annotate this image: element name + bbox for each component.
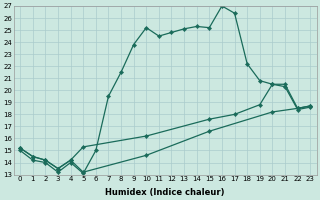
X-axis label: Humidex (Indice chaleur): Humidex (Indice chaleur) xyxy=(106,188,225,197)
